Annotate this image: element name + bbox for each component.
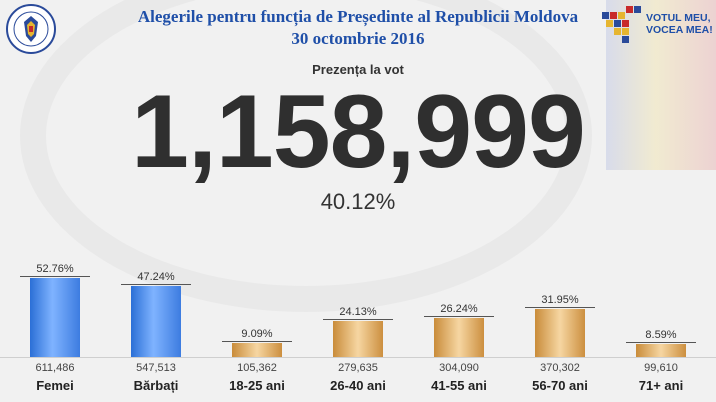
bar — [131, 286, 181, 357]
bar — [434, 318, 484, 357]
bar-category-label: 26-40 ani — [330, 378, 386, 393]
bar-count-label: 611,486 — [35, 362, 75, 374]
bar-percent-label: 26.24% — [424, 302, 494, 317]
cec-emblem-icon — [6, 4, 56, 54]
bar — [333, 321, 383, 357]
bar-percent-label: 52.76% — [20, 262, 90, 277]
bar-percent-label: 8.59% — [626, 328, 696, 343]
turnout-label: Prezența la vot — [312, 62, 404, 77]
logo-text-line2: VOCEA MEA! — [646, 24, 713, 36]
bar — [232, 343, 282, 357]
bar-category-label: Femei — [36, 378, 74, 393]
turnout-percent: 40.12% — [320, 189, 396, 214]
bar-count-label: 105,362 — [237, 362, 277, 374]
bar-category-label: 71+ ani — [638, 378, 684, 393]
bar-percent-label: 9.09% — [222, 327, 292, 342]
bar-group: 47.24% 547,513 Bărbați — [121, 230, 221, 402]
bar-count-label: 547,513 — [136, 362, 176, 374]
vote-grid-icon — [602, 6, 641, 43]
bar-percent-label: 31.95% — [525, 293, 595, 308]
bar — [535, 309, 585, 357]
campaign-logo: VOTUL MEU, VOCEA MEA! — [600, 6, 713, 50]
page-title: Alegerile pentru funcția de Președinte a… — [137, 7, 579, 26]
bar-count-label: 279,635 — [338, 362, 378, 374]
bar-count-label: 99,610 — [644, 362, 678, 374]
bar — [636, 344, 686, 357]
bar-category-label: 56-70 ani — [532, 378, 588, 393]
chart-baseline — [0, 357, 716, 358]
bar-group: 9.09% 105,362 18-25 ani — [222, 230, 322, 402]
turnout-total: 1,158,999 — [131, 74, 586, 190]
bar-count-label: 370,302 — [540, 362, 580, 374]
bar-group: 31.95% 370,302 56-70 ani — [525, 230, 625, 402]
bar-group: 8.59% 99,610 71+ ani — [626, 230, 716, 402]
logo-text-line1: VOTUL MEU, — [646, 12, 711, 24]
bar-percent-label: 47.24% — [121, 270, 191, 285]
bar — [30, 278, 80, 357]
election-date: 30 octombrie 2016 — [291, 29, 425, 48]
bar-group: 26.24% 304,090 41-55 ani — [424, 230, 524, 402]
bar-group: 52.76% 611,486 Femei — [20, 230, 120, 402]
bar-count-label: 304,090 — [439, 362, 479, 374]
bar-category-label: 41-55 ani — [431, 378, 487, 393]
bar-group: 24.13% 279,635 26-40 ani — [323, 230, 423, 402]
bar-percent-label: 24.13% — [323, 305, 393, 320]
bar-category-label: 18-25 ani — [229, 378, 285, 393]
bar-category-label: Bărbați — [133, 378, 179, 393]
